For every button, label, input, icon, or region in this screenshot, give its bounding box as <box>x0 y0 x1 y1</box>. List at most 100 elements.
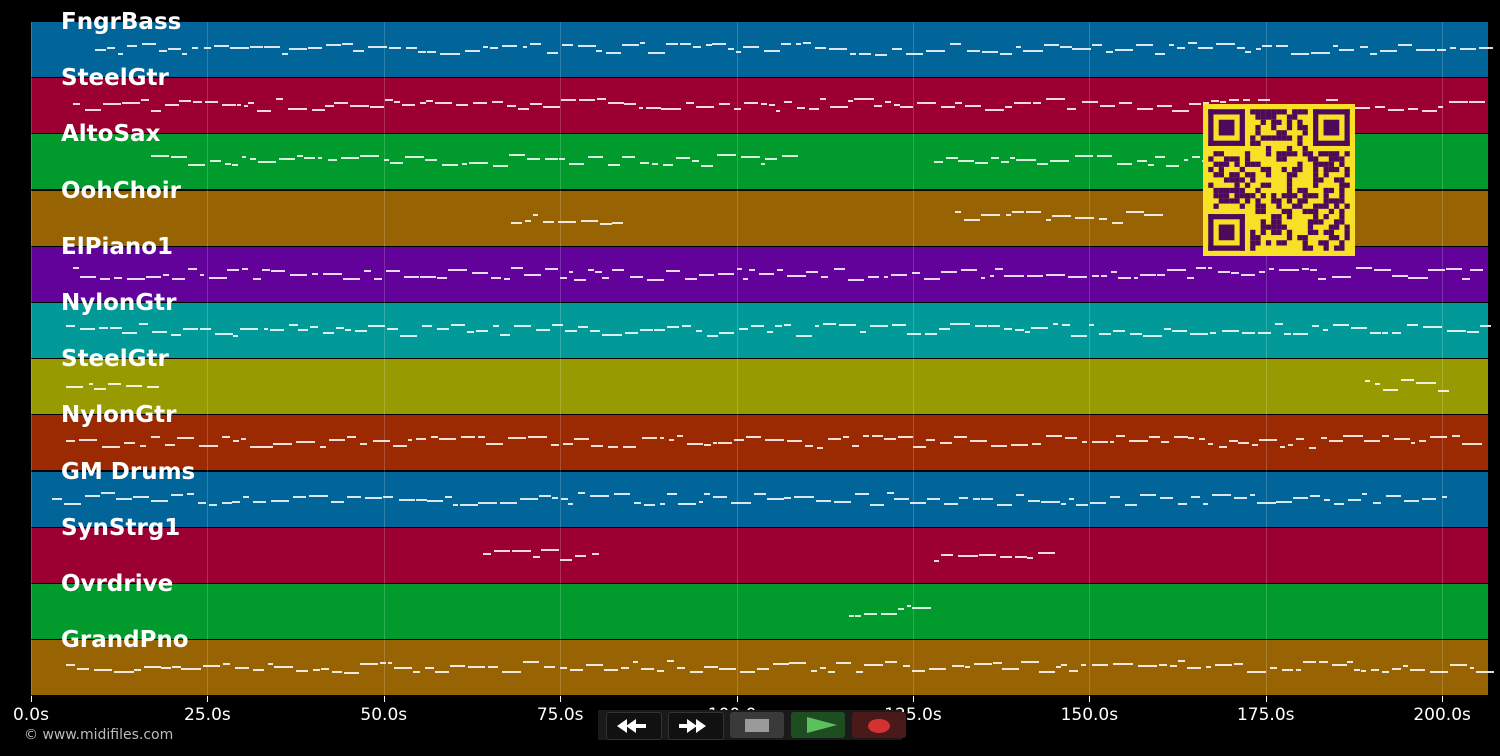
note-mark <box>477 502 497 504</box>
note-mark <box>518 108 530 110</box>
note-mark <box>1359 46 1369 48</box>
note-mark <box>970 440 988 442</box>
note-mark <box>115 498 133 500</box>
note-mark <box>520 498 539 500</box>
record-icon <box>868 719 890 733</box>
note-mark <box>1176 47 1185 49</box>
note-mark <box>1320 437 1328 439</box>
note-mark <box>750 325 765 327</box>
note-mark <box>1310 269 1317 271</box>
note-mark <box>425 667 435 669</box>
note-mark <box>869 504 884 506</box>
note-mark <box>1081 101 1098 103</box>
note-mark <box>1038 552 1055 554</box>
play-button[interactable] <box>791 712 845 738</box>
note-mark <box>269 329 284 331</box>
note-mark <box>707 335 719 337</box>
note-mark <box>150 110 161 112</box>
track-name: SynStrg1 <box>61 515 181 541</box>
note-mark <box>621 667 629 669</box>
note-mark <box>898 608 904 610</box>
note-mark <box>327 159 338 161</box>
note-mark <box>1021 661 1039 663</box>
note-mark <box>434 671 450 673</box>
note-mark <box>229 47 250 49</box>
note-mark <box>501 45 518 47</box>
note-mark <box>1110 441 1115 443</box>
note-mark <box>533 556 540 558</box>
note-mark <box>955 211 961 213</box>
note-mark <box>393 445 408 447</box>
note-mark <box>568 163 584 165</box>
note-mark <box>536 329 551 331</box>
note-mark <box>854 98 874 100</box>
note-mark <box>1156 105 1172 107</box>
note-mark <box>1161 441 1169 443</box>
note-mark <box>1476 671 1494 673</box>
gridline <box>383 22 385 696</box>
note-mark <box>539 495 552 497</box>
note-mark <box>472 102 488 104</box>
note-mark <box>1218 446 1228 448</box>
note-mark <box>434 102 441 104</box>
note-mark <box>467 666 485 668</box>
note-mark <box>236 104 242 106</box>
note-mark <box>133 496 149 498</box>
note-mark <box>926 439 936 441</box>
axis-tick-label: 25.0s <box>184 705 231 725</box>
note-mark <box>934 161 943 163</box>
note-mark <box>981 214 1001 216</box>
note-mark <box>899 106 913 108</box>
note-mark <box>776 110 781 112</box>
note-mark <box>1128 440 1148 442</box>
note-mark <box>1066 108 1077 110</box>
note-mark <box>394 667 413 669</box>
note-mark <box>1001 668 1019 670</box>
note-mark <box>1196 267 1207 269</box>
note-mark <box>328 439 345 441</box>
record-button[interactable] <box>852 712 906 738</box>
track-name: AltoSax <box>61 121 161 147</box>
note-mark <box>849 53 856 55</box>
note-mark <box>1382 332 1389 334</box>
note-mark <box>1461 443 1482 445</box>
note-mark <box>993 662 1002 664</box>
note-mark <box>1064 437 1078 439</box>
note-mark <box>560 498 568 500</box>
note-mark <box>859 53 872 55</box>
note-mark <box>359 443 368 445</box>
note-mark <box>181 53 187 55</box>
fast-forward-button[interactable] <box>668 712 724 740</box>
stop-button[interactable] <box>730 712 784 738</box>
note-mark <box>525 220 532 222</box>
note-mark <box>1234 497 1247 499</box>
note-mark <box>311 109 325 111</box>
track-lane: Ovrdrive <box>31 571 1488 639</box>
note-mark <box>179 100 191 102</box>
note-mark <box>1170 665 1177 667</box>
note-mark <box>252 278 261 280</box>
note-mark <box>1338 49 1355 51</box>
note-mark <box>717 154 736 156</box>
note-mark <box>1430 436 1448 438</box>
note-mark <box>1014 102 1031 104</box>
note-mark <box>743 278 749 280</box>
note-mark <box>1072 48 1092 50</box>
note-mark <box>389 47 401 49</box>
note-mark <box>1437 106 1444 108</box>
note-mark <box>756 668 769 670</box>
credit-text: © www.midifiles.com <box>24 727 174 743</box>
note-mark <box>685 102 694 104</box>
rewind-button[interactable] <box>606 712 662 740</box>
note-mark <box>295 670 308 672</box>
note-mark <box>1188 437 1195 439</box>
note-mark <box>93 669 112 671</box>
axis-tick <box>1089 696 1091 702</box>
note-mark <box>460 436 476 438</box>
note-mark <box>263 46 281 48</box>
note-mark <box>192 47 199 49</box>
note-mark <box>871 435 884 437</box>
note-mark <box>349 105 369 107</box>
note-mark <box>1015 329 1025 331</box>
note-mark <box>568 271 574 273</box>
